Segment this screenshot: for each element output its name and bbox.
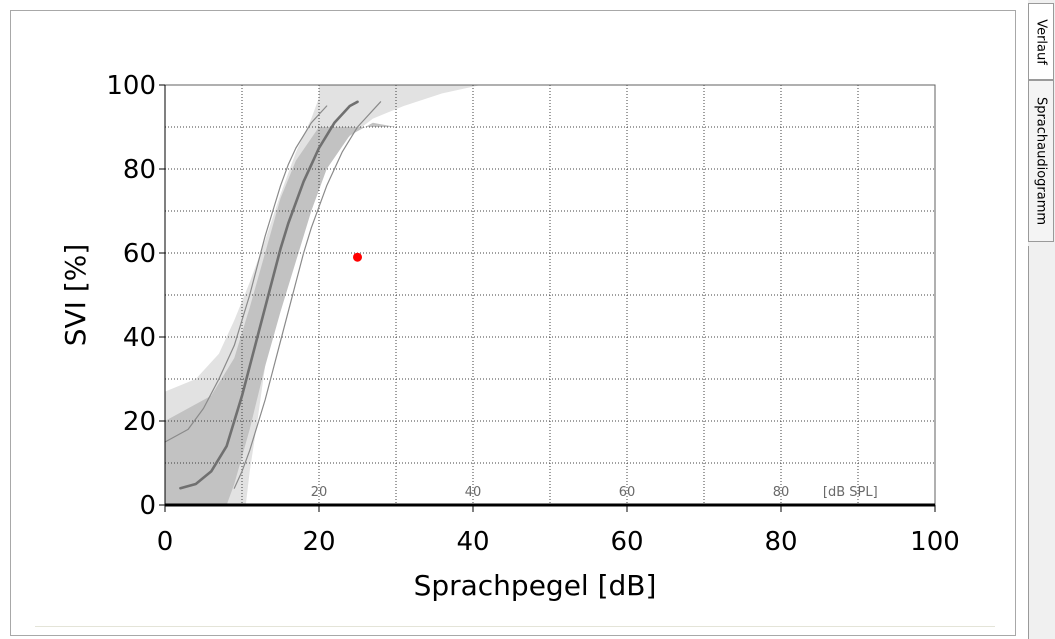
y-tick-label: 0 [139, 491, 156, 521]
reference-curve-side [233, 101, 382, 489]
tab-sprachaudiogramm-label: Sprachaudiogramm [1033, 96, 1049, 226]
measurement-point [353, 252, 362, 262]
x-tick-label: 60 [610, 527, 643, 557]
tab-verlauf[interactable]: Verlauf [1028, 3, 1054, 80]
confidence-band-inner [165, 122, 396, 506]
secondary-tick-label: 40 [465, 485, 482, 500]
y-tick-label: 100 [106, 71, 156, 101]
y-tick-label: 80 [123, 155, 156, 185]
tab-sprachaudiogramm[interactable]: Sprachaudiogramm [1028, 80, 1054, 242]
y-axis-title: SVI [%] [59, 244, 92, 347]
y-tick-label: 60 [123, 239, 156, 269]
chart-panel [10, 10, 1016, 636]
x-axis-title: Sprachpegel [dB] [414, 569, 657, 602]
x-tick-label: 20 [302, 527, 335, 557]
x-tick-label: 100 [910, 527, 960, 557]
secondary-tick-label: 60 [619, 485, 636, 500]
tab-empty-area [1028, 246, 1055, 639]
reference-curve-main [179, 100, 359, 490]
y-tick-label: 20 [123, 407, 156, 437]
x-tick-label: 0 [157, 527, 174, 557]
x-tick-label: 80 [764, 527, 797, 557]
speech-audiogram-chart: 0 20 40 60 80 100 0 20 40 60 80 100 20 40 60 80 [dB SPL]… [59, 71, 960, 602]
side-tab-strip: Verlauf Sprachaudiogramm [1028, 0, 1055, 639]
x-tick-label: 40 [456, 527, 489, 557]
secondary-tick-label: 20 [311, 485, 328, 500]
tab-verlauf-label: Verlauf [1033, 18, 1049, 65]
reference-curve-side [164, 105, 328, 443]
y-tick-label: 40 [123, 323, 156, 353]
panel-divider [35, 626, 995, 627]
secondary-unit-label: [dB SPL] [823, 485, 878, 500]
secondary-tick-label: 80 [773, 485, 790, 500]
